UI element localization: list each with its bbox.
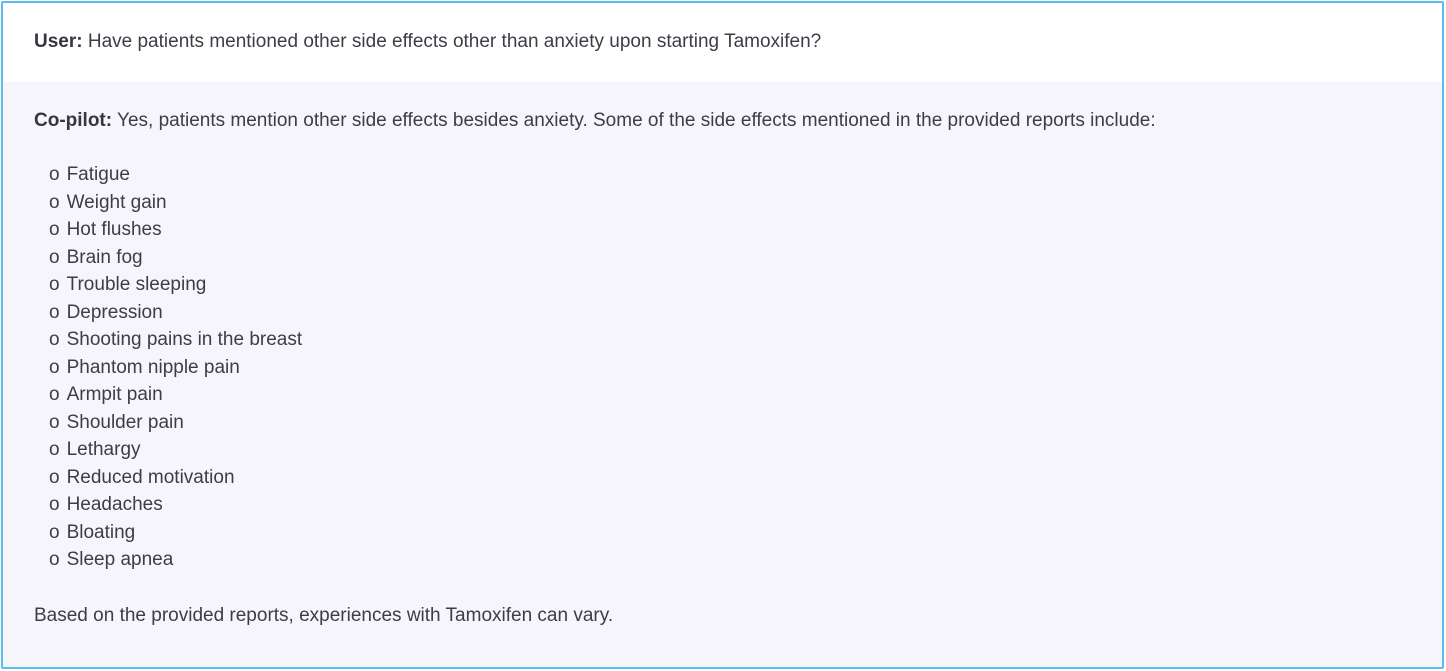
bullet-glyph: o [49,466,60,488]
list-item: o Armpit pain [49,381,1412,409]
copilot-message: Co-pilot: Yes, patients mention other si… [3,81,1442,667]
side-effect-text: Sleep apnea [66,549,174,570]
copilot-intro-line: Co-pilot: Yes, patients mention other si… [34,107,1412,135]
bullet-glyph: o [49,356,60,378]
list-item: o Reduced motivation [49,464,1412,492]
user-message: User: Have patients mentioned other side… [3,3,1442,82]
side-effect-text: Brain fog [66,246,143,268]
side-effect-text: Depression [66,301,163,323]
bullet-glyph: o [49,191,60,213]
side-effect-text: Shoulder pain [66,411,184,433]
bullet-glyph: o [49,274,60,295]
side-effect-text: Phantom nipple pain [66,356,240,378]
list-item: o Headaches [49,491,1412,519]
list-item: o Shooting pains in the breast [49,326,1412,354]
bullet-glyph: o [49,301,60,323]
bullet-glyph: o [49,549,60,570]
user-message-text: Have patients mentioned other side effec… [87,31,822,52]
side-effect-text: Lethargy [66,439,141,460]
side-effect-text: Weight gain [66,191,167,213]
side-effect-text: Shooting pains in the breast [66,329,303,350]
list-item: o Shoulder pain [49,409,1412,437]
list-item: o Hot flushes [49,216,1412,244]
side-effect-text: Bloating [66,521,136,543]
side-effect-text: Trouble sleeping [66,274,207,295]
bullet-glyph: o [49,384,60,405]
list-item: o Trouble sleeping [49,271,1412,299]
list-item: o Depression [49,299,1412,327]
list-item: o Sleep apnea [49,546,1412,574]
copilot-label: Co-pilot: [34,109,113,131]
side-effects-list: o Fatigue o Weight gain o Hot flushes o Brain f… [34,161,1412,574]
bullet-glyph: o [49,411,60,433]
side-effect-text: Headaches [66,494,163,515]
list-item: o Phantom nipple pain [49,354,1412,382]
bullet-glyph: o [49,494,60,515]
bullet-glyph: o [49,246,60,268]
user-label: User: [34,31,83,52]
list-item: o Bloating [49,519,1412,547]
bullet-glyph: o [49,164,60,185]
list-item: o Brain fog [49,244,1412,272]
side-effect-text: Hot flushes [66,219,162,240]
list-item: o Weight gain [49,189,1412,217]
bullet-glyph: o [49,329,60,350]
copilot-outro-text: Based on the provided reports, experienc… [34,604,614,626]
list-item: o Lethargy [49,436,1412,464]
bullet-glyph: o [49,219,60,240]
bullet-glyph: o [49,521,60,543]
side-effect-text: Armpit pain [66,384,163,405]
list-item: o Fatigue [49,161,1412,189]
side-effect-text: Fatigue [66,164,130,185]
copilot-intro-text: Yes, patients mention other side effects… [117,109,1156,131]
bullet-glyph: o [49,439,60,460]
side-effect-text: Reduced motivation [66,466,235,488]
